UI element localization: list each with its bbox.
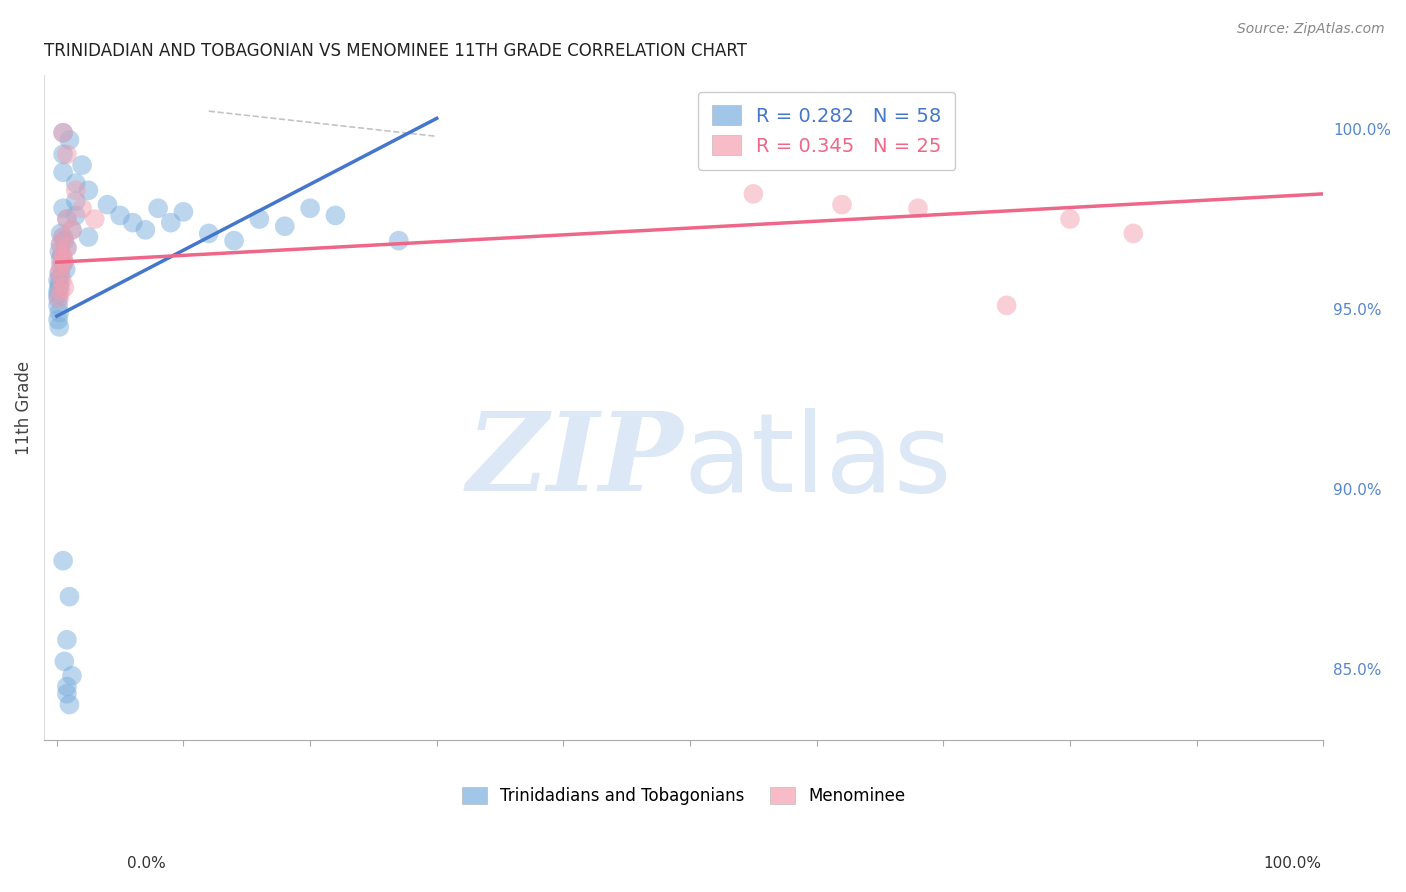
Point: [51, 248, 73, 262]
Point: [197, 227, 219, 241]
Point: [53, 234, 76, 248]
Point: [56, 241, 79, 255]
Point: [134, 223, 156, 237]
Text: 0.0%: 0.0%: [127, 856, 166, 871]
Point: [53, 255, 76, 269]
Point: [60, 223, 83, 237]
Point: [51, 259, 73, 273]
Point: [742, 186, 765, 201]
Point: [52, 252, 75, 266]
Point: [56, 147, 79, 161]
Point: [52, 554, 75, 568]
Point: [77, 183, 100, 197]
Point: [65, 209, 87, 223]
Point: [325, 209, 347, 223]
Point: [49, 259, 72, 273]
Point: [49, 237, 72, 252]
Point: [55, 262, 77, 277]
Point: [48, 266, 70, 280]
Point: [831, 197, 853, 211]
Point: [51, 248, 73, 262]
Text: TRINIDADIAN AND TOBAGONIAN VS MENOMINEE 11TH GRADE CORRELATION CHART: TRINIDADIAN AND TOBAGONIAN VS MENOMINEE …: [44, 42, 747, 60]
Point: [48, 320, 70, 334]
Point: [249, 212, 271, 227]
Point: [83, 212, 105, 227]
Point: [48, 291, 70, 305]
Point: [58, 698, 80, 712]
Point: [299, 201, 322, 215]
Point: [58, 133, 80, 147]
Point: [52, 230, 75, 244]
Point: [53, 654, 76, 668]
Point: [46, 291, 69, 305]
Point: [56, 680, 79, 694]
Point: [65, 176, 87, 190]
Point: [46, 287, 69, 301]
Point: [121, 216, 143, 230]
Point: [51, 273, 73, 287]
Point: [52, 165, 75, 179]
Point: [60, 669, 83, 683]
Point: [65, 183, 87, 197]
Y-axis label: 11th Grade: 11th Grade: [15, 360, 32, 455]
Point: [146, 201, 169, 215]
Point: [1122, 227, 1144, 241]
Point: [52, 201, 75, 215]
Point: [48, 280, 70, 294]
Point: [52, 230, 75, 244]
Point: [53, 280, 76, 294]
Point: [58, 590, 80, 604]
Point: [52, 126, 75, 140]
Text: ZIP: ZIP: [467, 408, 683, 515]
Point: [388, 234, 411, 248]
Point: [274, 219, 297, 234]
Text: 100.0%: 100.0%: [1264, 856, 1322, 871]
Point: [96, 197, 118, 211]
Text: atlas: atlas: [683, 408, 952, 515]
Point: [172, 205, 194, 219]
Point: [49, 237, 72, 252]
Text: Source: ZipAtlas.com: Source: ZipAtlas.com: [1237, 22, 1385, 37]
Point: [49, 227, 72, 241]
Point: [46, 312, 69, 326]
Point: [60, 223, 83, 237]
Point: [222, 234, 245, 248]
Point: [56, 212, 79, 227]
Point: [48, 266, 70, 280]
Point: [49, 269, 72, 284]
Point: [70, 201, 93, 215]
Point: [108, 209, 131, 223]
Point: [46, 298, 69, 312]
Legend: Trinidadians and Tobagonians, Menominee: Trinidadians and Tobagonians, Menominee: [456, 780, 912, 812]
Point: [159, 216, 181, 230]
Point: [995, 298, 1018, 312]
Point: [65, 194, 87, 208]
Point: [70, 158, 93, 172]
Point: [48, 244, 70, 259]
Point: [56, 241, 79, 255]
Point: [1059, 212, 1081, 227]
Point: [56, 632, 79, 647]
Point: [56, 212, 79, 227]
Point: [49, 252, 72, 266]
Point: [52, 126, 75, 140]
Point: [46, 273, 69, 287]
Point: [46, 284, 69, 298]
Point: [48, 277, 70, 291]
Point: [52, 147, 75, 161]
Point: [52, 255, 75, 269]
Point: [77, 230, 100, 244]
Point: [48, 305, 70, 319]
Point: [56, 687, 79, 701]
Point: [49, 284, 72, 298]
Point: [907, 201, 929, 215]
